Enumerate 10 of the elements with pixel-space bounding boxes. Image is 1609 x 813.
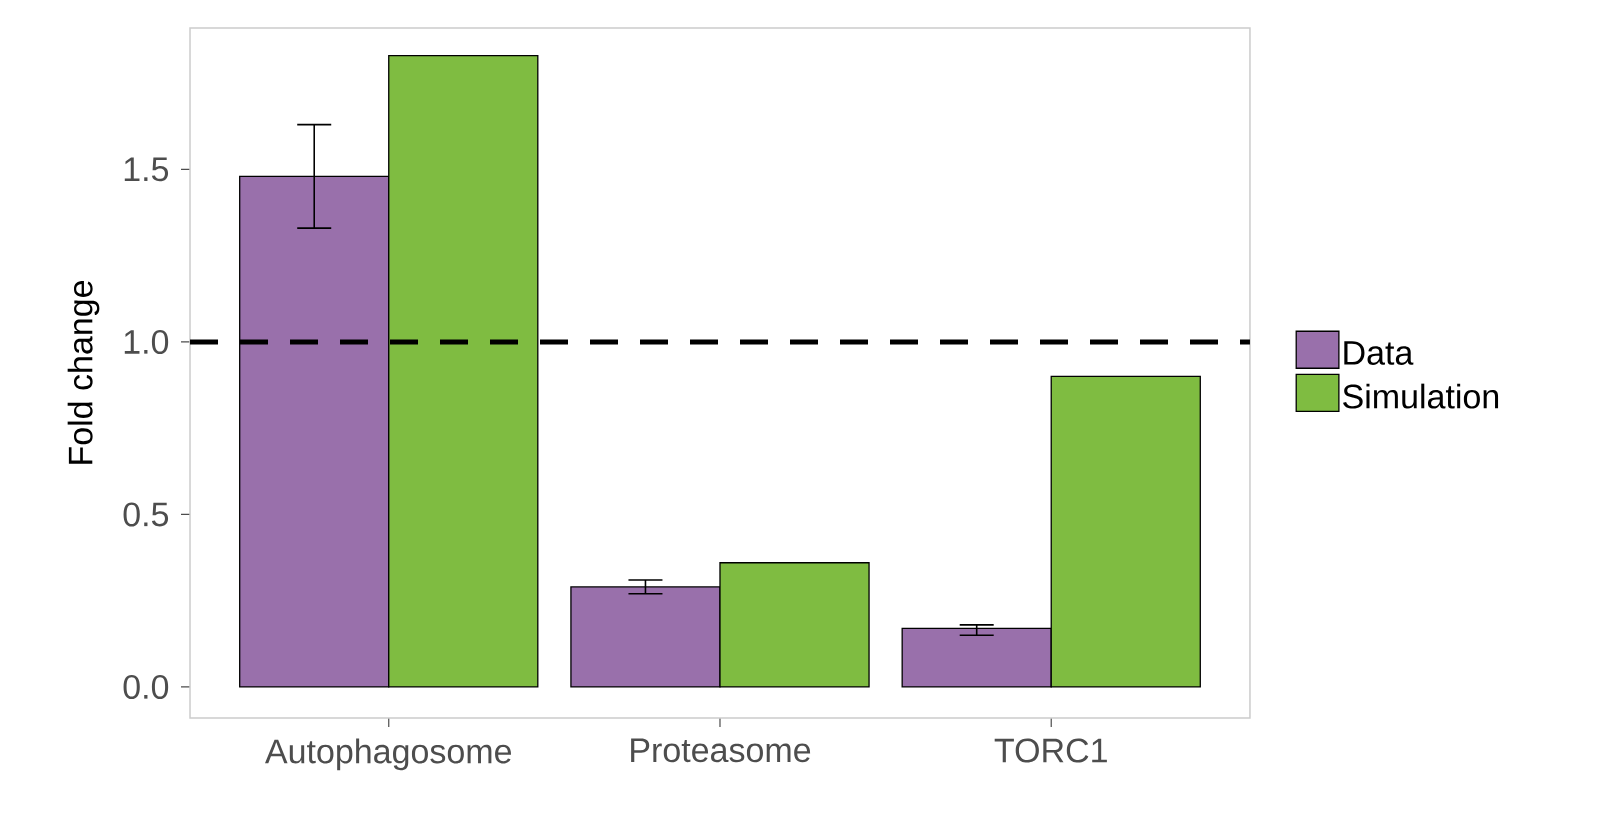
y-axis-title: Fold change — [67, 281, 100, 464]
y-tick-label: 1.0 — [124, 329, 169, 354]
legend-label: Data — [1344, 341, 1414, 365]
x-tick-label: TORC1 — [994, 738, 1107, 763]
y-tick-label: 1.5 — [124, 157, 169, 182]
y-tick-label: 0.5 — [123, 502, 169, 527]
x-tick-label: Autophagosome — [265, 738, 512, 771]
x-tick-label: Proteasome — [631, 738, 811, 763]
y-tick-label: 0.0 — [123, 674, 169, 699]
legend-label: Simulation — [1343, 383, 1499, 409]
